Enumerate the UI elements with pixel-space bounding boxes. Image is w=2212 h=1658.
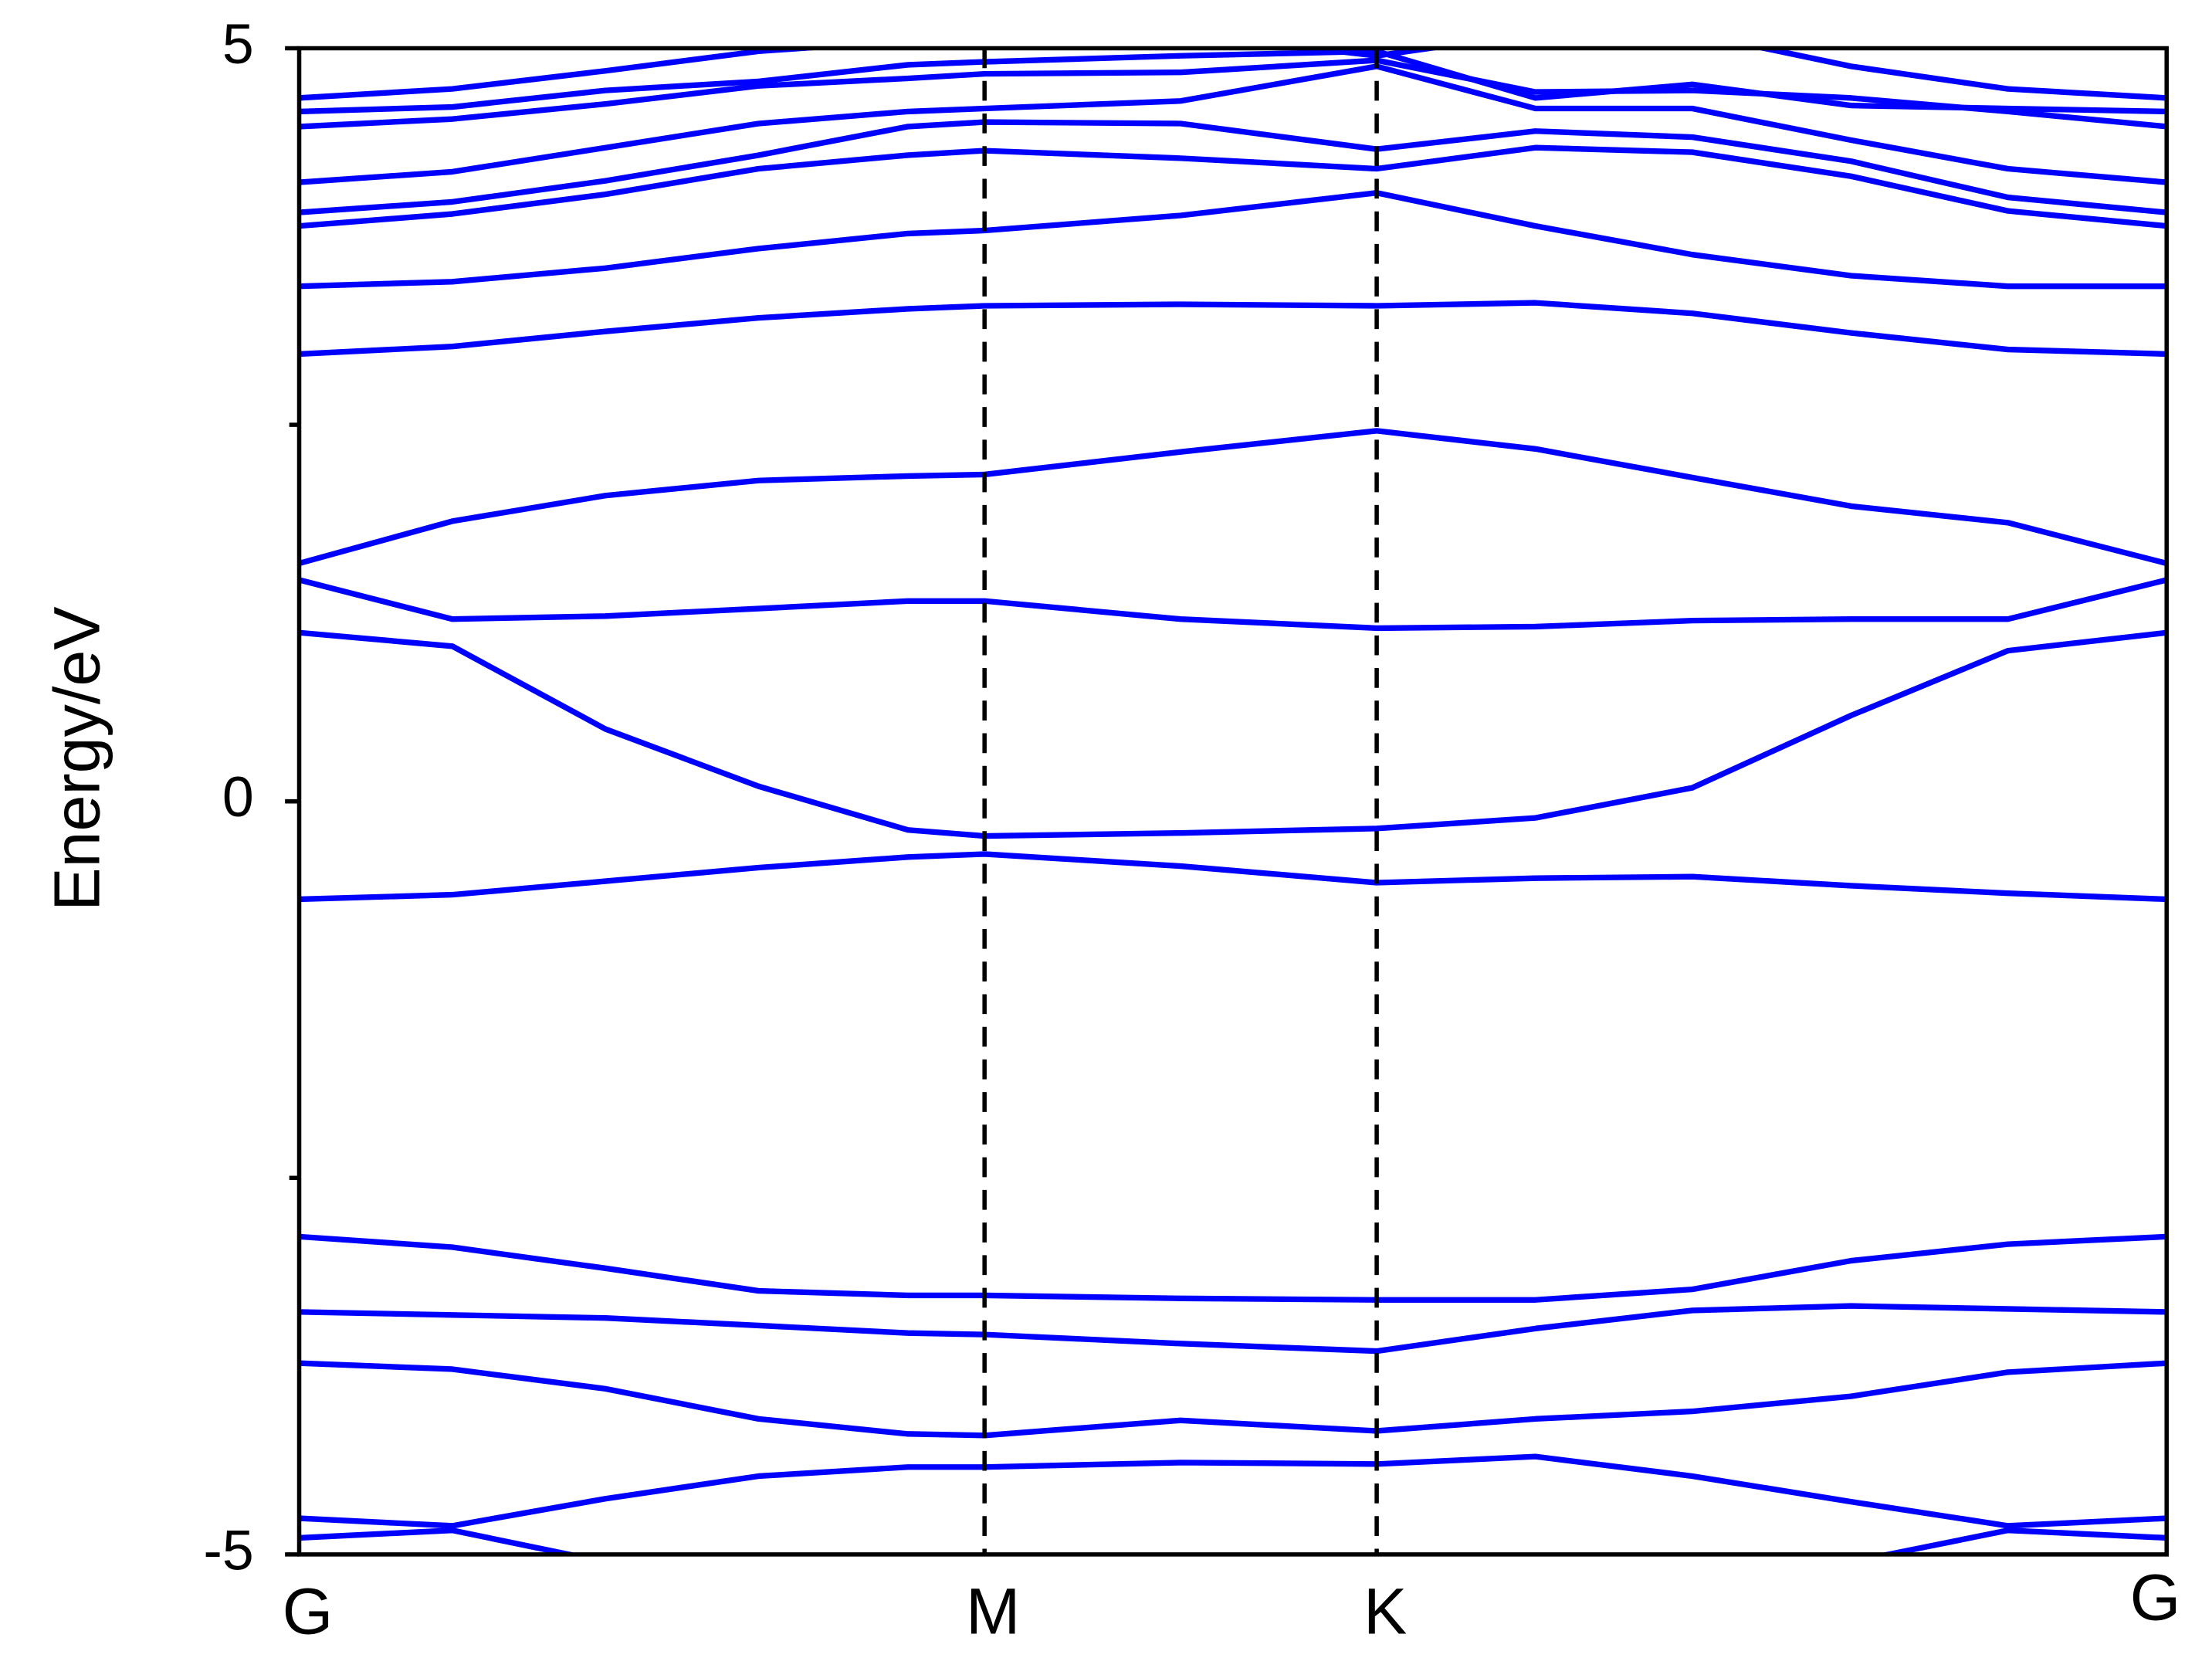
band-line [299, 1303, 2167, 1355]
band-line [299, 190, 2167, 290]
x-tick-label: G [2130, 1561, 2181, 1633]
band-line [299, 1453, 2167, 1529]
band-line [299, 577, 2167, 632]
band-line [299, 57, 2167, 130]
band-line [299, 1360, 2167, 1439]
y-tick-label: 0 [222, 765, 254, 829]
y-tick-label: 5 [222, 12, 254, 76]
x-tick-label: G [283, 1575, 334, 1648]
y-tick-label: -5 [203, 1517, 253, 1582]
plot-frame [296, 46, 2169, 1557]
y-axis-label: Energy/eV [41, 606, 113, 910]
plot-area [299, 48, 2167, 1555]
band-line [299, 851, 2167, 903]
band-line [299, 48, 2167, 101]
band-line [299, 1527, 2167, 1555]
band-line [299, 1233, 2167, 1303]
band-line [299, 629, 2167, 839]
axes: G M K G -5 0 5 [203, 12, 2180, 1648]
band-line [299, 48, 2167, 115]
band-line [299, 428, 2167, 567]
x-tick-label: K [1363, 1575, 1407, 1648]
band-line [299, 63, 2167, 185]
band-line [299, 119, 2167, 215]
band-line [299, 144, 2167, 229]
band-line [299, 300, 2167, 358]
x-tick-label: M [966, 1575, 1020, 1648]
